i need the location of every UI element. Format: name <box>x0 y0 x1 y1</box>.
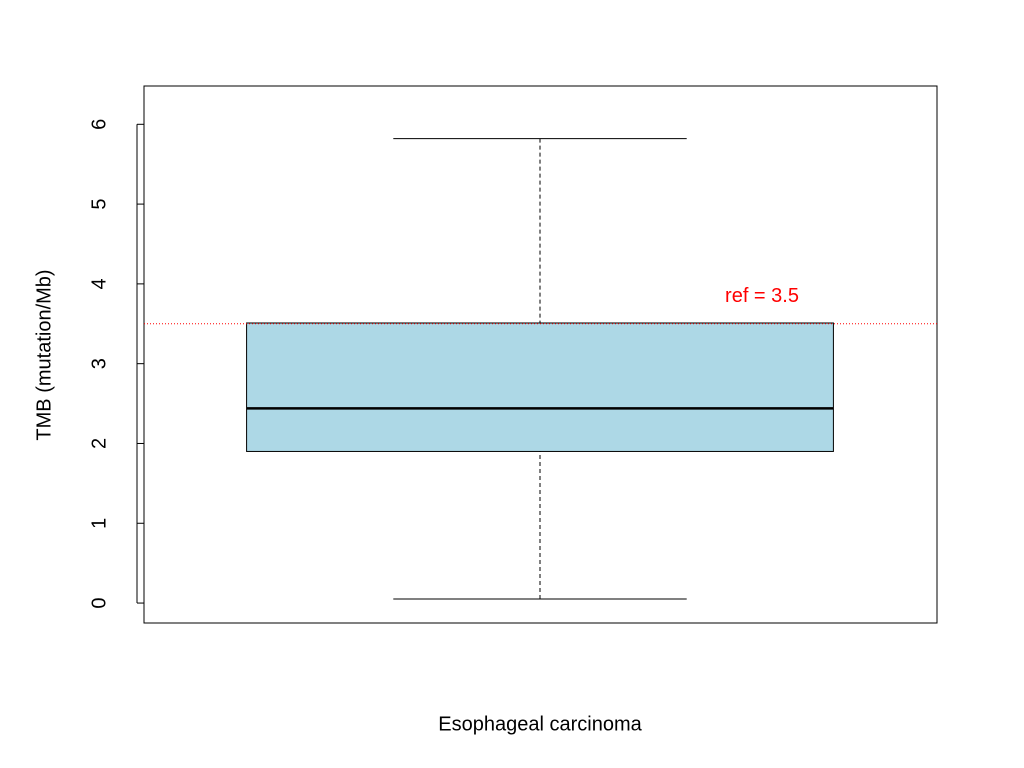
y-tick-label: 5 <box>88 199 110 210</box>
y-tick-label: 0 <box>88 597 110 608</box>
y-tick-label: 4 <box>88 278 110 289</box>
y-tick-label: 2 <box>88 438 110 449</box>
y-axis-label: TMB (mutation/Mb) <box>33 269 55 440</box>
x-category-label: Esophageal carcinoma <box>438 713 642 735</box>
y-tick-label: 1 <box>88 518 110 529</box>
box <box>246 322 834 452</box>
plot-frame <box>143 85 938 624</box>
ref-label: ref = 3.5 <box>725 285 799 307</box>
y-tick-label: 6 <box>88 119 110 130</box>
y-tick-label: 3 <box>88 358 110 369</box>
